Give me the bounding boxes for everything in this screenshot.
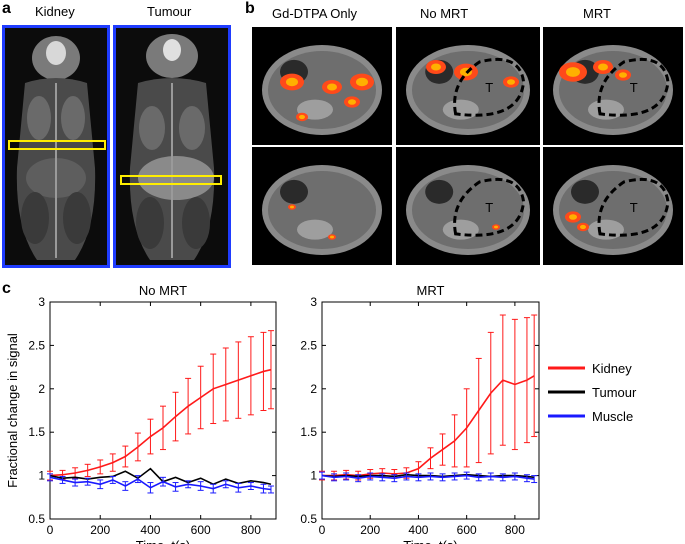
chart-1-ytick-label: 1 bbox=[38, 469, 45, 483]
chart-1-xlabel: Time, t(s) bbox=[136, 538, 190, 544]
chart-2-title: MRT bbox=[417, 283, 445, 298]
tumour-marker: T bbox=[485, 200, 493, 215]
chart-2-ytick-label: 2 bbox=[310, 382, 317, 396]
chart-1-xtick-label: 200 bbox=[90, 523, 110, 537]
panel-a-tumour-label: Tumour bbox=[147, 4, 192, 19]
chart-2-xtick-label: 400 bbox=[408, 523, 428, 537]
chart-2-xlabel: Time, t(s) bbox=[403, 538, 457, 544]
panel-b-letter: b bbox=[245, 0, 255, 17]
chart-2-frame bbox=[321, 301, 540, 520]
tumour-roi-box bbox=[120, 175, 222, 185]
tumour-marker: T bbox=[630, 80, 638, 95]
chart-1-ytick-label: 1.5 bbox=[28, 425, 45, 439]
mri-tumour-coronal-image bbox=[116, 28, 228, 265]
chart-1-xtick-label: 0 bbox=[47, 523, 54, 537]
chart-1-muscle-line bbox=[49, 476, 272, 491]
chart-1-kidney-line bbox=[49, 368, 272, 477]
chart-1-frame bbox=[49, 301, 277, 520]
axial-scan-r1-c1 bbox=[252, 27, 392, 145]
panel-a-kidney-label: Kidney bbox=[35, 4, 75, 19]
axial-scan-r2-c2: T bbox=[396, 147, 540, 265]
kidney-roi-box bbox=[8, 140, 106, 150]
chart-1-xtick-label: 800 bbox=[241, 523, 261, 537]
chart-1-ytick-label: 2 bbox=[38, 382, 45, 396]
chart-1-ytick-label: 2.5 bbox=[28, 338, 45, 352]
mri-kidney-coronal bbox=[2, 25, 110, 268]
chart-1-xtick-label: 400 bbox=[140, 523, 160, 537]
legend-tumour-label: Tumour bbox=[592, 385, 637, 400]
chart-2-ytick-label: 1.5 bbox=[300, 425, 317, 439]
chart-1-ytick-label: 0.5 bbox=[28, 512, 45, 526]
legend-kidney-label: Kidney bbox=[592, 361, 632, 376]
axial-scan-r1-c3: T bbox=[543, 27, 683, 145]
tumour-marker: T bbox=[485, 80, 493, 95]
panel-b-col2-label: No MRT bbox=[420, 6, 469, 21]
mri-tumour-coronal bbox=[113, 25, 231, 268]
chart-2-xtick-label: 800 bbox=[505, 523, 525, 537]
chart-2-ytick-label: 0.5 bbox=[300, 512, 317, 526]
chart-2-xtick-label: 0 bbox=[319, 523, 326, 537]
chart-2-xtick-label: 200 bbox=[360, 523, 380, 537]
axial-scan-r2-c3: T bbox=[543, 147, 683, 265]
panel-a-letter: a bbox=[2, 0, 11, 17]
tumour-marker: T bbox=[630, 200, 638, 215]
axial-scan-r2-c1 bbox=[252, 147, 392, 265]
axial-scan-r1-c2: T bbox=[396, 27, 540, 145]
chart-1-ytick-label: 3 bbox=[38, 295, 45, 309]
legend-muscle-label: Muscle bbox=[592, 409, 633, 424]
chart-1-ylabel: Fractional change in signal bbox=[5, 333, 20, 488]
chart-2-xtick-label: 600 bbox=[457, 523, 477, 537]
panel-c-charts: No MRT 0.5 1 1.5 2 2.5 3 0 200 400 600 800 Time, t(s… bbox=[5, 283, 637, 544]
chart-1-title: No MRT bbox=[139, 283, 187, 298]
mri-kidney-coronal-image bbox=[5, 28, 107, 265]
chart-2-ytick-label: 2.5 bbox=[300, 338, 317, 352]
panel-b-col3-label: MRT bbox=[583, 6, 611, 21]
chart-1-xtick-label: 600 bbox=[191, 523, 211, 537]
chart-2-muscle-line bbox=[321, 474, 535, 480]
panel-b-col1-label: Gd-DTPA Only bbox=[272, 6, 358, 21]
chart-2-ytick-label: 1 bbox=[310, 469, 317, 483]
panel-c-letter: c bbox=[2, 280, 11, 297]
chart-2-ytick-label: 3 bbox=[310, 295, 317, 309]
